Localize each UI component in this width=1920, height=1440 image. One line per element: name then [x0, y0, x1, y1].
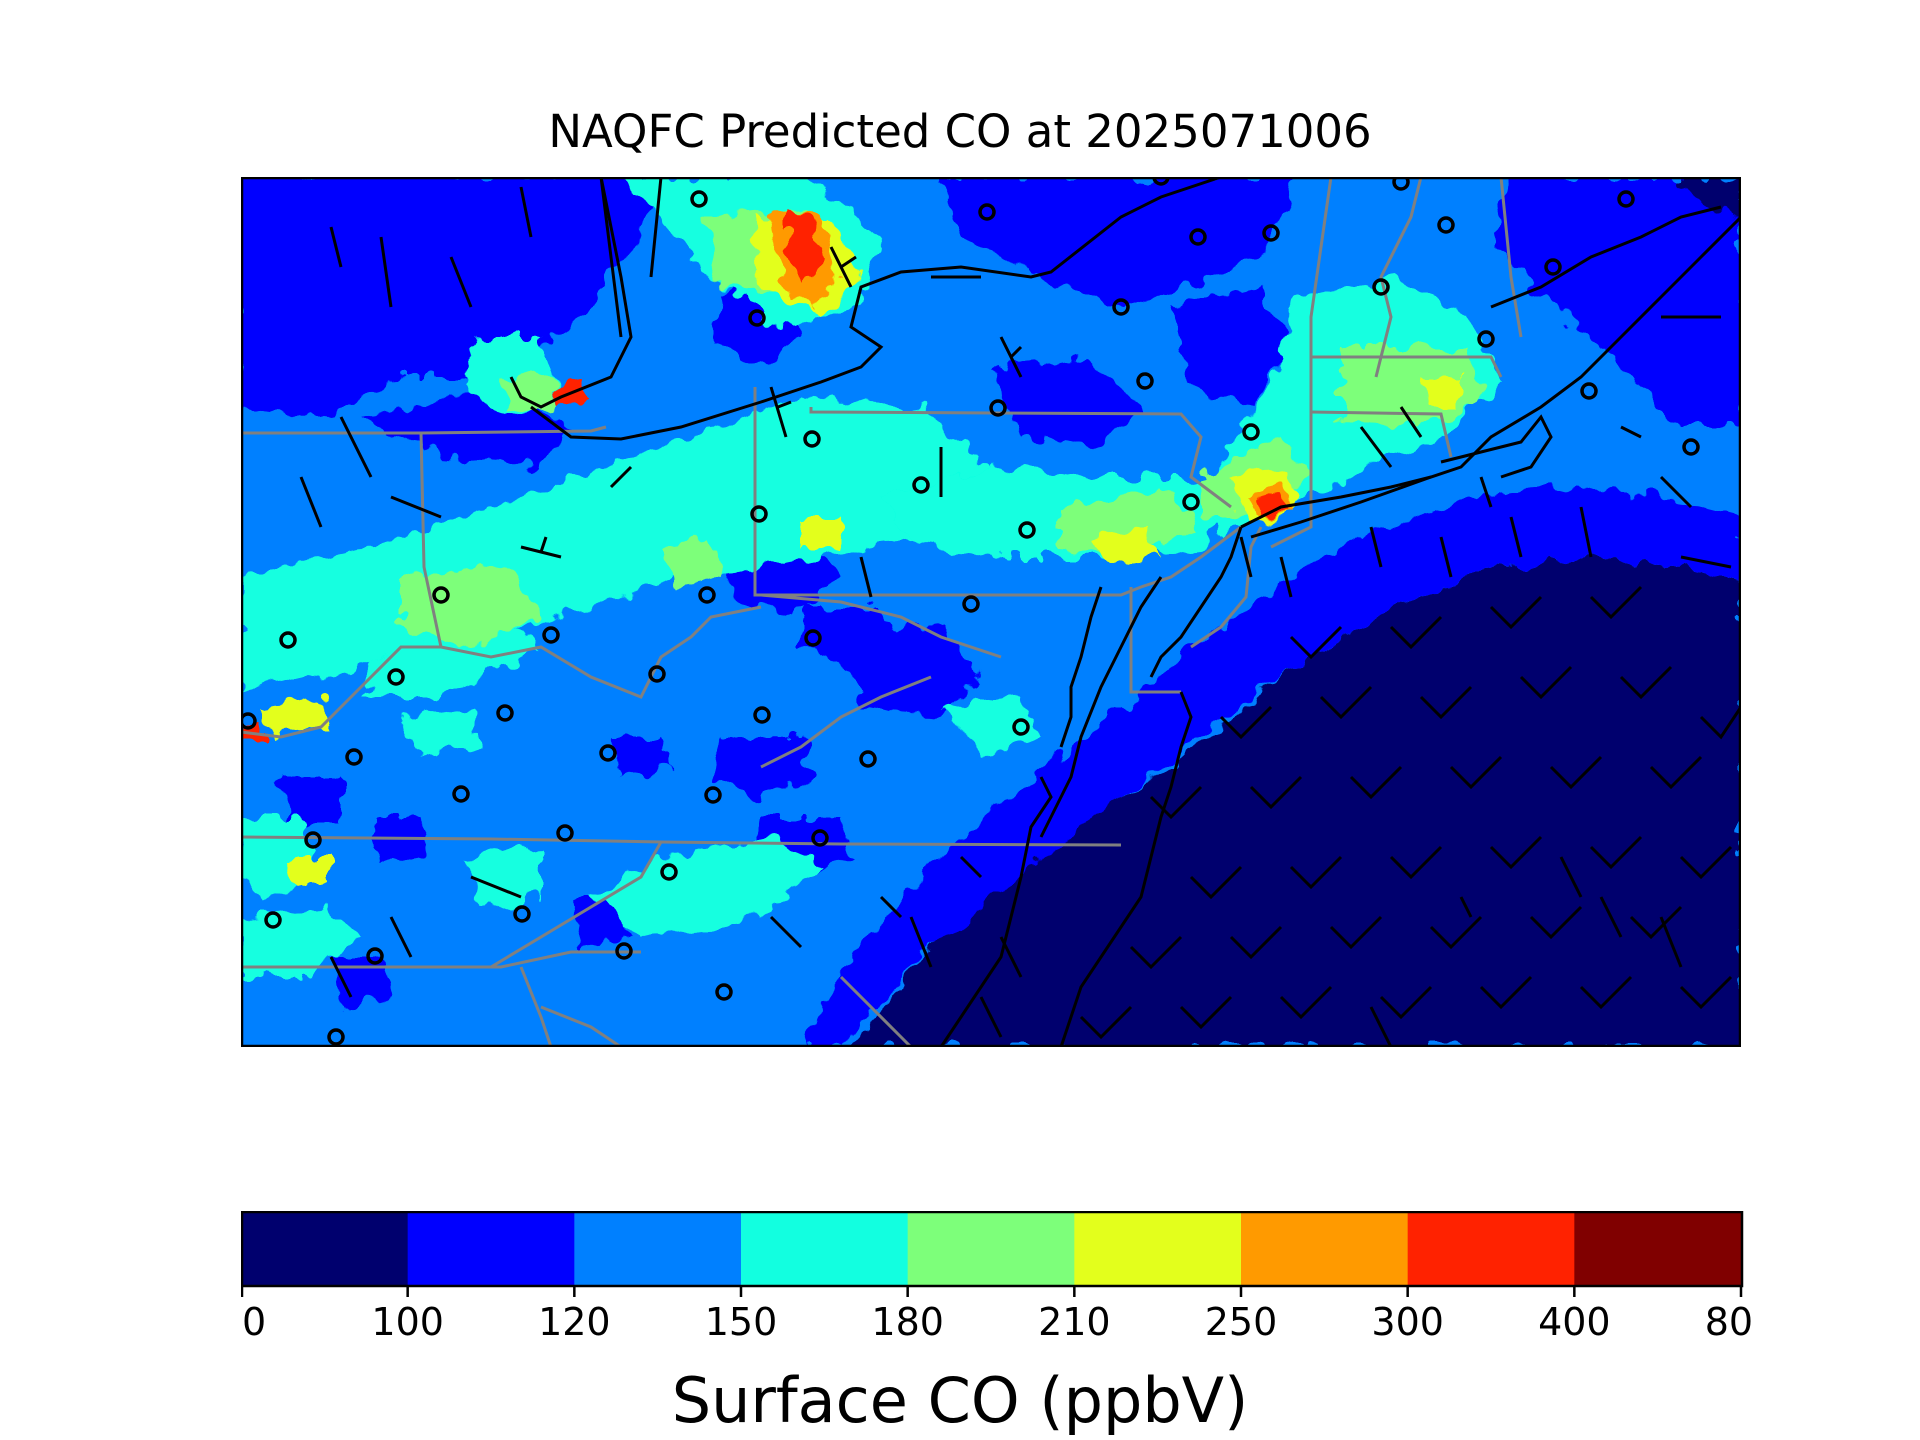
coastlines: [509, 177, 1741, 1047]
colorbar-cell: [1074, 1212, 1242, 1286]
plot-title: NAQFC Predicted CO at 2025071006: [548, 105, 1372, 158]
colorbar-tick-label: 400: [1538, 1300, 1611, 1344]
colorbar-cell: [741, 1212, 909, 1286]
colorbar: 90 100 120 150 180 210 250 300 400 800: [241, 1211, 1751, 1344]
co-field: [241, 177, 1741, 1047]
colorbar-tick-label: 100: [371, 1300, 444, 1344]
observation-sites: [241, 177, 1700, 1046]
colorbar-label: Surface CO (ppbV): [671, 1364, 1249, 1437]
colorbar-cell: [1241, 1212, 1409, 1286]
colorbar-cell: [407, 1212, 575, 1286]
colorbar-tick-label: 800: [1705, 1300, 1751, 1344]
map-frame: [241, 177, 1741, 1047]
colorbar-tick-label: 250: [1205, 1300, 1278, 1344]
colorbar-cell: [907, 1212, 1075, 1286]
wind-barbs: [299, 177, 1741, 1047]
colorbar-tick-label: 90: [241, 1300, 266, 1344]
colorbar-cell: [1574, 1212, 1742, 1286]
colorbar-tick-label: 150: [705, 1300, 778, 1344]
co-map: [241, 177, 1741, 1047]
colorbar-cell: [574, 1212, 742, 1286]
colorbar-tick-label: 120: [538, 1300, 611, 1344]
colorbar-tick-label: 180: [871, 1300, 944, 1344]
colorbar-cell: [1407, 1212, 1575, 1286]
colorbar-cell: [241, 1212, 409, 1286]
colorbar-tick-label: 300: [1371, 1300, 1444, 1344]
colorbar-tick-label: 210: [1038, 1300, 1111, 1344]
